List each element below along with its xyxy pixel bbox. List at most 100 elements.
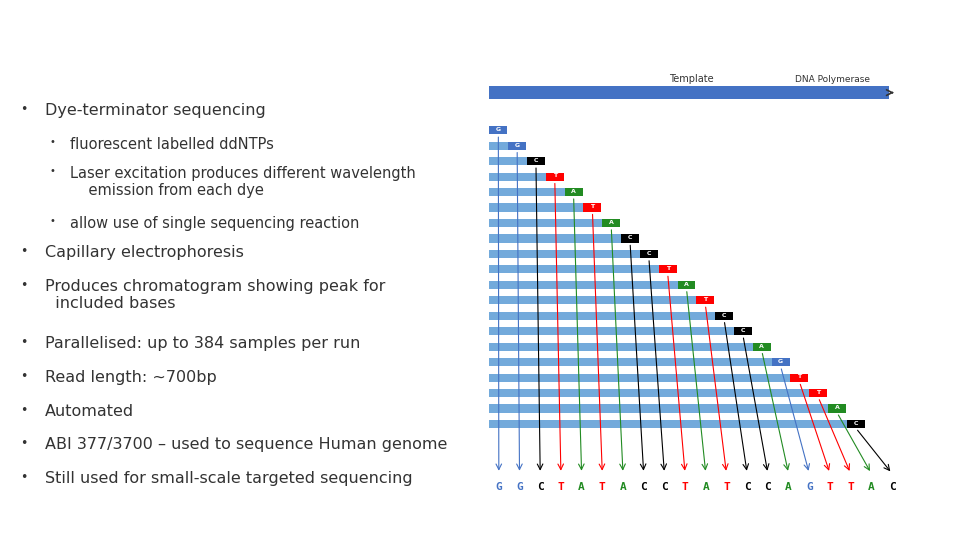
Text: •: •	[50, 166, 56, 176]
Text: Dye-terminator sequencing: Dye-terminator sequencing	[45, 103, 266, 118]
Text: C: C	[534, 158, 539, 163]
Text: Template: Template	[669, 73, 714, 84]
Text: T: T	[848, 482, 854, 492]
Bar	[490, 86, 889, 99]
Bar	[790, 374, 808, 382]
Text: Parallelised: up to 384 samples per run: Parallelised: up to 384 samples per run	[45, 336, 360, 351]
Text: A: A	[684, 282, 689, 287]
Text: G: G	[516, 482, 523, 492]
Bar	[772, 358, 789, 366]
Bar	[753, 342, 771, 351]
Text: A: A	[703, 482, 709, 492]
Text: Automated Sanger Sequencing: Automated Sanger Sequencing	[21, 25, 508, 52]
Text: •: •	[20, 279, 27, 292]
Bar	[490, 404, 828, 413]
Text: G: G	[805, 482, 813, 492]
Bar	[490, 141, 508, 150]
Text: G: G	[495, 482, 502, 492]
Bar	[809, 389, 828, 397]
Bar	[715, 312, 733, 320]
Text: C: C	[537, 482, 543, 492]
Text: G: G	[778, 359, 783, 364]
Bar	[490, 172, 546, 181]
Text: G: G	[515, 143, 519, 147]
Text: •: •	[20, 370, 27, 383]
Bar	[527, 157, 545, 165]
Bar	[490, 342, 753, 351]
Text: C: C	[722, 313, 727, 318]
Text: T: T	[816, 390, 820, 395]
Text: –: –	[871, 33, 876, 46]
Bar	[828, 404, 846, 413]
Bar	[546, 172, 564, 181]
Text: C: C	[640, 482, 647, 492]
Text: C: C	[853, 421, 858, 426]
Text: T: T	[704, 297, 708, 302]
Text: •: •	[20, 437, 27, 450]
Text: Read length: ~700bp: Read length: ~700bp	[45, 370, 217, 385]
Text: •: •	[20, 336, 27, 349]
Text: C: C	[661, 482, 668, 492]
Text: C: C	[744, 482, 751, 492]
Bar	[490, 234, 621, 242]
Text: T: T	[590, 205, 594, 210]
Bar	[678, 281, 695, 289]
Text: •: •	[20, 471, 27, 484]
Text: A: A	[759, 343, 764, 348]
Text: A: A	[571, 189, 576, 194]
Text: •: •	[20, 103, 27, 116]
Bar	[847, 420, 865, 428]
Text: 8: 8	[898, 517, 907, 536]
Text: Produces chromatogram showing peak for
  included bases: Produces chromatogram showing peak for i…	[45, 279, 385, 311]
Bar	[508, 141, 526, 150]
Text: C: C	[647, 251, 651, 256]
Bar	[621, 234, 639, 242]
Text: T: T	[827, 482, 833, 492]
Text: A: A	[578, 482, 585, 492]
Text: A: A	[868, 482, 875, 492]
Text: C: C	[889, 482, 896, 492]
Text: T: T	[553, 173, 557, 179]
Text: DNA Polymerase: DNA Polymerase	[795, 75, 871, 84]
Bar	[490, 219, 602, 227]
Text: T: T	[665, 266, 670, 271]
Text: A: A	[609, 220, 613, 225]
Bar	[490, 420, 847, 428]
Text: C: C	[764, 482, 771, 492]
Text: Still used for small-scale targeted sequencing: Still used for small-scale targeted sequ…	[45, 471, 413, 487]
Bar	[490, 312, 715, 320]
Bar	[490, 374, 790, 382]
Text: ABI 377/3700 – used to sequence Human genome: ABI 377/3700 – used to sequence Human ge…	[45, 437, 447, 453]
Bar	[490, 358, 772, 366]
Text: D: D	[867, 16, 880, 30]
Text: A: A	[897, 16, 908, 30]
Bar	[490, 281, 678, 289]
Bar	[490, 126, 507, 134]
Text: •: •	[50, 215, 56, 226]
Text: A: A	[619, 482, 626, 492]
Bar	[490, 327, 734, 335]
Bar	[564, 188, 583, 196]
Text: •: •	[20, 245, 27, 258]
Bar	[490, 157, 527, 165]
Text: •: •	[20, 404, 27, 417]
Text: C: C	[741, 328, 745, 333]
Bar	[584, 204, 601, 212]
Bar	[490, 265, 659, 273]
Bar	[490, 296, 696, 305]
Bar	[602, 219, 620, 227]
Bar	[490, 389, 809, 397]
Bar	[659, 265, 677, 273]
Text: T: T	[558, 482, 564, 492]
Text: fluorescent labelled ddNTPs: fluorescent labelled ddNTPs	[70, 137, 274, 152]
Text: T: T	[798, 375, 802, 380]
Text: T: T	[599, 482, 606, 492]
Bar	[490, 250, 640, 258]
Text: Automated: Automated	[45, 404, 134, 418]
Bar	[696, 296, 714, 305]
Text: Laser excitation produces different wavelength
    emission from each dye: Laser excitation produces different wave…	[70, 166, 416, 198]
Text: A: A	[834, 406, 839, 410]
Text: allow use of single sequencing reaction: allow use of single sequencing reaction	[70, 215, 359, 231]
Text: •: •	[50, 137, 56, 147]
Text: G: G	[495, 127, 501, 132]
